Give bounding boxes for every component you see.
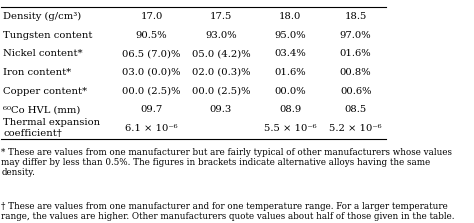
Text: 01.6%: 01.6% [340,49,372,58]
Text: Density (g/cm³): Density (g/cm³) [3,12,82,21]
Text: 18.0: 18.0 [279,12,301,21]
Text: 17.0: 17.0 [140,12,163,21]
Text: 95.0%: 95.0% [274,31,306,40]
Text: 03.0 (0.0)%: 03.0 (0.0)% [122,68,181,77]
Text: 06.5 (7.0)%: 06.5 (7.0)% [122,49,181,58]
Text: 00.0 (2.5)%: 00.0 (2.5)% [122,87,181,95]
Text: 5.2 × 10⁻⁶: 5.2 × 10⁻⁶ [329,124,382,133]
Text: 08.5: 08.5 [345,105,367,114]
Text: 00.6%: 00.6% [340,87,372,95]
Text: Thermal expansion
coefficient†: Thermal expansion coefficient† [3,118,100,138]
Text: 01.6%: 01.6% [274,68,306,77]
Text: ⁶⁰Co HVL (mm): ⁶⁰Co HVL (mm) [3,105,81,114]
Text: 09.3: 09.3 [210,105,232,114]
Text: Nickel content*: Nickel content* [3,49,83,58]
Text: † These are values from one manufacturer and for one temperature range. For a la: † These are values from one manufacturer… [1,202,455,221]
Text: 93.0%: 93.0% [205,31,237,40]
Text: 17.5: 17.5 [210,12,232,21]
Text: 5.5 × 10⁻⁶: 5.5 × 10⁻⁶ [264,124,317,133]
Text: 6.1 × 10⁻⁶: 6.1 × 10⁻⁶ [125,124,178,133]
Text: 05.0 (4.2)%: 05.0 (4.2)% [191,49,250,58]
Text: 18.5: 18.5 [345,12,367,21]
Text: Copper content*: Copper content* [3,87,87,95]
Text: 97.0%: 97.0% [340,31,372,40]
Text: 00.0 (2.5)%: 00.0 (2.5)% [191,87,250,95]
Text: 08.9: 08.9 [279,105,301,114]
Text: 09.7: 09.7 [140,105,163,114]
Text: Iron content*: Iron content* [3,68,72,77]
Text: 00.8%: 00.8% [340,68,372,77]
Text: * These are values from one manufacturer but are fairly typical of other manufac: * These are values from one manufacturer… [1,148,452,177]
Text: 03.4%: 03.4% [274,49,306,58]
Text: 00.0%: 00.0% [274,87,306,95]
Text: 02.0 (0.3)%: 02.0 (0.3)% [191,68,250,77]
Text: 90.5%: 90.5% [136,31,167,40]
Text: Tungsten content: Tungsten content [3,31,93,40]
